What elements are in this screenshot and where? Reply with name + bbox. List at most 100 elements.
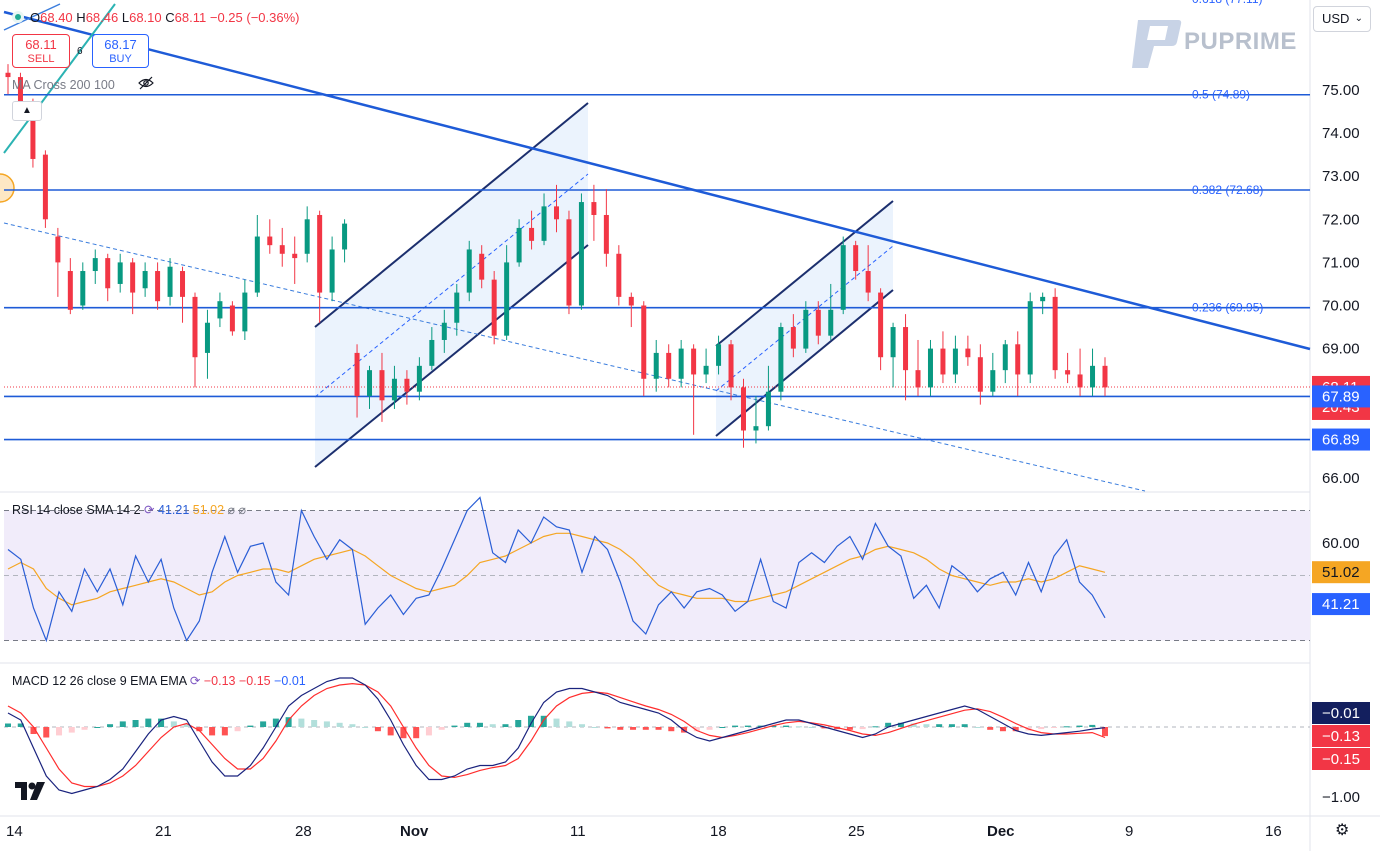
candle-body bbox=[1040, 296, 1046, 302]
macd-histogram-bar bbox=[183, 724, 190, 727]
macd-histogram-bar bbox=[5, 723, 11, 727]
macd-pane: −1.00 −0.01 −0.13 −0.15 bbox=[4, 677, 1370, 806]
sell-label: SELL bbox=[27, 53, 55, 65]
candle-body bbox=[728, 344, 734, 388]
macd-histogram-bar bbox=[349, 724, 356, 727]
fib-level-label: 0.618 (77.11) bbox=[1192, 0, 1263, 6]
fib-level-label: 0.5 (74.89) bbox=[1192, 88, 1250, 102]
sync-icon: ⟳ bbox=[144, 503, 155, 517]
macd-line bbox=[7, 677, 1106, 795]
candle-body bbox=[1052, 296, 1058, 371]
macd-histogram-bar bbox=[732, 725, 739, 727]
macd-histogram-bar bbox=[706, 727, 713, 730]
rsi-legend[interactable]: RSI 14 close SMA 14 2 ⟳ 41.21 51.02 ⌀ ⌀ bbox=[12, 503, 247, 517]
candle-body bbox=[466, 249, 472, 293]
settings-gear-icon[interactable]: ⚙ bbox=[1335, 822, 1350, 839]
candle-body bbox=[379, 370, 385, 401]
candle-body bbox=[1065, 370, 1071, 375]
macd-histogram-bar bbox=[1063, 726, 1070, 728]
axes: 66.00 69.00 70.00 71.00 72.00 73.00 74.00 75.00… bbox=[6, 82, 1370, 840]
alert-marker-icon bbox=[0, 173, 15, 203]
macd-histogram-bar bbox=[591, 727, 598, 728]
candle-body bbox=[965, 348, 971, 358]
candle-body bbox=[753, 426, 759, 431]
candle-body bbox=[716, 344, 722, 366]
macd-histogram-bar bbox=[476, 722, 483, 727]
candle-body bbox=[479, 253, 485, 280]
macd-value-box bbox=[1312, 702, 1370, 724]
candle-body bbox=[778, 327, 784, 392]
macd-histogram-bar bbox=[910, 723, 917, 727]
macd-value-label: −0.15 bbox=[1322, 751, 1360, 768]
ma-cross-legend[interactable]: MA Cross 200 100 bbox=[12, 78, 115, 92]
macd-histogram-bar bbox=[81, 727, 88, 730]
candle-body bbox=[267, 236, 273, 246]
macd-histogram-bar bbox=[948, 724, 955, 727]
currency-selector[interactable]: USD ⌄ bbox=[1313, 6, 1371, 32]
candle-body bbox=[516, 227, 522, 263]
macd-histogram-bar bbox=[987, 727, 994, 730]
candle-body bbox=[180, 271, 186, 297]
macd-value-label: −0.01 bbox=[1322, 705, 1360, 722]
candle-body bbox=[204, 322, 210, 353]
candle-body bbox=[591, 202, 597, 215]
candle-body bbox=[554, 206, 559, 220]
candle-body bbox=[1002, 344, 1008, 371]
candle-body bbox=[815, 309, 821, 336]
macd-legend[interactable]: MACD 12 26 close 9 EMA EMA ⟳ −0.13 −0.15… bbox=[12, 674, 306, 688]
drawing-tools[interactable] bbox=[0, 3, 1311, 492]
candle-body bbox=[865, 271, 871, 293]
macd-histogram-bar bbox=[936, 724, 943, 727]
candle-body bbox=[678, 348, 684, 379]
macd-histogram-bar bbox=[744, 725, 751, 727]
candle-body bbox=[130, 262, 136, 293]
macd-histogram-bar bbox=[872, 726, 879, 728]
rsi-tick-label: 60.00 bbox=[1322, 535, 1360, 552]
chevron-down-icon: ⌄ bbox=[1354, 13, 1363, 24]
candle-body bbox=[367, 370, 373, 397]
fib-level-label: 0.236 (69.95) bbox=[1192, 301, 1263, 315]
macd-histogram-bar bbox=[196, 727, 203, 732]
candle-body bbox=[666, 352, 672, 379]
candle-body bbox=[529, 227, 535, 241]
time-tick-label: 9 bbox=[1125, 823, 1133, 840]
macd-histogram-bar bbox=[527, 715, 534, 727]
sync-icon: ⟳ bbox=[189, 674, 201, 688]
buy-button[interactable]: 68.17 BUY bbox=[92, 34, 149, 68]
channel-lower-line bbox=[314, 244, 589, 468]
macd-histogram-bar bbox=[413, 727, 420, 739]
dashed-trendline bbox=[3, 222, 1146, 492]
macd-histogram-bar bbox=[387, 727, 394, 736]
candle-body bbox=[229, 305, 235, 332]
candle-body bbox=[329, 249, 335, 293]
macd-histogram-bar bbox=[566, 721, 573, 727]
candle-body bbox=[740, 387, 746, 431]
candle-body bbox=[167, 266, 173, 297]
visibility-toggle-icon[interactable] bbox=[138, 76, 154, 93]
channel-upper-line bbox=[715, 200, 894, 347]
candle-body bbox=[17, 77, 23, 108]
collapse-legend-button[interactable]: ▲ bbox=[12, 101, 42, 121]
macd-histogram-bar bbox=[655, 727, 662, 730]
price-tick-label: 66.00 bbox=[1322, 470, 1360, 487]
ma-line bbox=[3, 3, 116, 154]
candle-body bbox=[242, 292, 248, 332]
candle-body bbox=[454, 292, 460, 323]
macd-histogram-bar bbox=[438, 727, 445, 730]
buy-price: 68.17 bbox=[104, 37, 137, 52]
macd-histogram-bar bbox=[668, 727, 675, 732]
time-tick-label: Dec bbox=[987, 823, 1015, 840]
market-open-icon bbox=[12, 11, 24, 23]
macd-histogram-bar bbox=[43, 727, 50, 738]
candle-body bbox=[890, 327, 896, 358]
sell-button[interactable]: 68.11 SELL bbox=[12, 34, 70, 68]
macd-histogram-bar bbox=[158, 718, 165, 727]
price-tick-label: 72.00 bbox=[1322, 211, 1360, 228]
candle-body bbox=[691, 348, 697, 375]
macd-histogram-bar bbox=[1050, 727, 1057, 728]
macd-histogram-bar bbox=[145, 718, 152, 727]
macd-histogram-bar bbox=[425, 727, 432, 736]
macd-histogram-bar bbox=[719, 727, 726, 728]
macd-histogram-bar bbox=[311, 720, 318, 727]
